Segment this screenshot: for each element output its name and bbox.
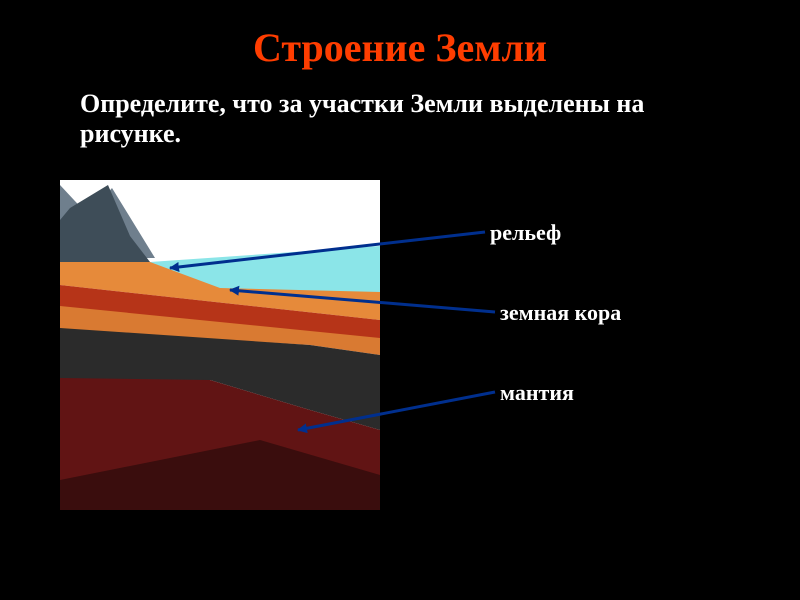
label-mantle: мантия xyxy=(500,380,574,406)
label-crust: земная кора xyxy=(500,300,621,326)
subtitle: Определите, что за участки Земли выделен… xyxy=(0,71,800,149)
page-title: Строение Земли xyxy=(0,0,800,71)
diagram-svg xyxy=(60,180,380,510)
label-relief: рельеф xyxy=(490,220,561,246)
earth-cross-section-diagram xyxy=(60,180,380,510)
slide: Строение Земли Определите, что за участк… xyxy=(0,0,800,600)
